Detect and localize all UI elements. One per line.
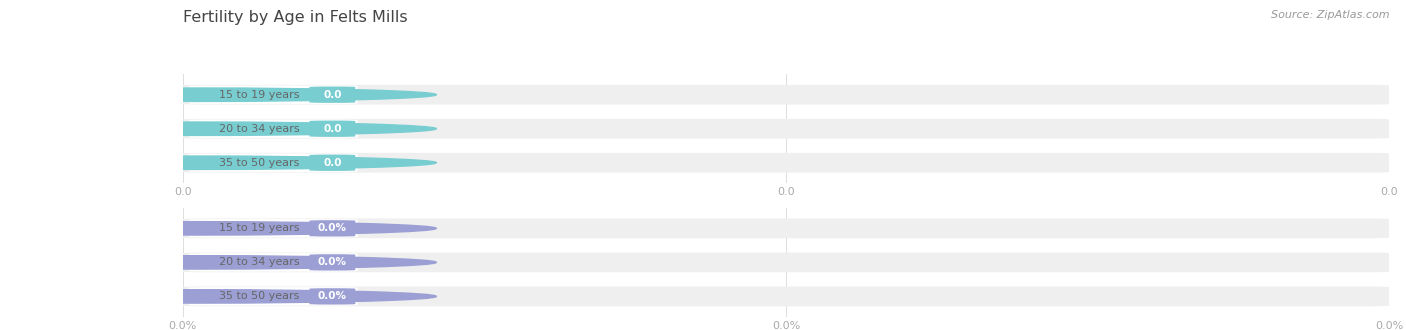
Circle shape — [0, 122, 436, 135]
Circle shape — [0, 290, 436, 303]
Circle shape — [0, 256, 436, 269]
FancyBboxPatch shape — [183, 252, 1389, 272]
Text: Fertility by Age in Felts Mills: Fertility by Age in Felts Mills — [183, 10, 408, 25]
FancyBboxPatch shape — [188, 153, 357, 172]
Text: 0.0: 0.0 — [323, 90, 342, 100]
Text: 0.0%: 0.0% — [318, 291, 347, 301]
Text: 0.0%: 0.0% — [318, 257, 347, 267]
Text: 15 to 19 years: 15 to 19 years — [219, 90, 299, 100]
FancyBboxPatch shape — [183, 85, 1389, 105]
Circle shape — [0, 88, 436, 101]
FancyBboxPatch shape — [188, 219, 357, 238]
Text: 0.0%: 0.0% — [772, 321, 800, 330]
Text: 20 to 34 years: 20 to 34 years — [219, 124, 299, 134]
FancyBboxPatch shape — [309, 86, 356, 103]
Text: 0.0: 0.0 — [174, 187, 191, 197]
Circle shape — [0, 222, 436, 235]
FancyBboxPatch shape — [309, 288, 356, 305]
FancyBboxPatch shape — [188, 85, 357, 104]
Text: 35 to 50 years: 35 to 50 years — [219, 291, 299, 301]
FancyBboxPatch shape — [188, 287, 357, 306]
Text: 0.0%: 0.0% — [1375, 321, 1403, 330]
Text: 35 to 50 years: 35 to 50 years — [219, 158, 299, 168]
Text: 0.0: 0.0 — [778, 187, 794, 197]
FancyBboxPatch shape — [309, 120, 356, 137]
FancyBboxPatch shape — [309, 220, 356, 237]
Text: 20 to 34 years: 20 to 34 years — [219, 257, 299, 267]
Text: 0.0: 0.0 — [1381, 187, 1398, 197]
Text: 0.0: 0.0 — [323, 124, 342, 134]
Text: Source: ZipAtlas.com: Source: ZipAtlas.com — [1271, 10, 1389, 20]
Text: 15 to 19 years: 15 to 19 years — [219, 223, 299, 233]
Text: 0.0: 0.0 — [323, 158, 342, 168]
FancyBboxPatch shape — [183, 218, 1389, 238]
FancyBboxPatch shape — [309, 254, 356, 271]
FancyBboxPatch shape — [183, 286, 1389, 306]
Circle shape — [0, 156, 436, 169]
FancyBboxPatch shape — [188, 253, 357, 272]
Text: 0.0%: 0.0% — [318, 223, 347, 233]
Text: 0.0%: 0.0% — [169, 321, 197, 330]
FancyBboxPatch shape — [183, 119, 1389, 139]
FancyBboxPatch shape — [188, 119, 357, 138]
FancyBboxPatch shape — [309, 154, 356, 171]
FancyBboxPatch shape — [183, 153, 1389, 173]
